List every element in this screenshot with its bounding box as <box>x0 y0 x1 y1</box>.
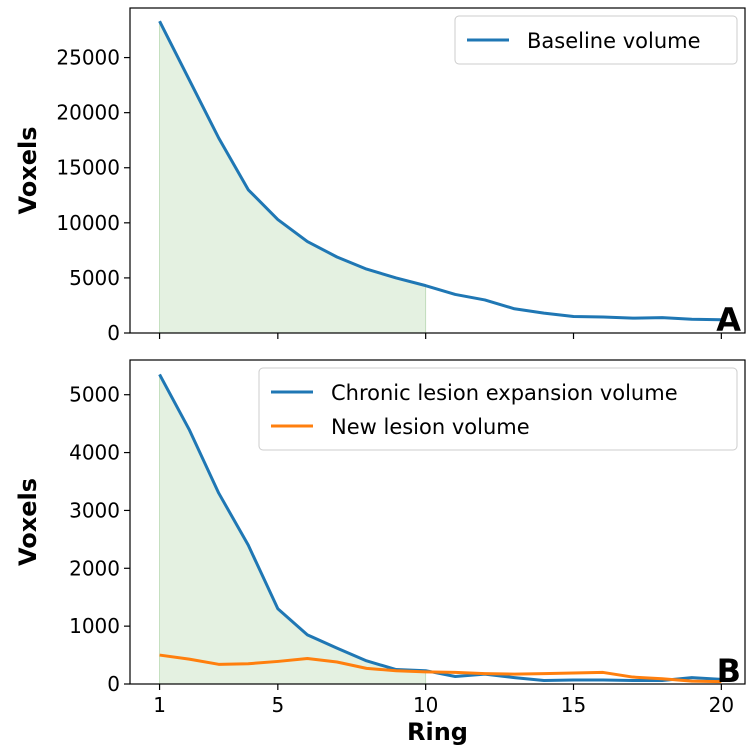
y-axis-label-b: Voxels <box>14 478 42 566</box>
x-tick-label-5: 5 <box>271 693 284 717</box>
y-tick-label-b-0: 0 <box>107 672 120 696</box>
panel-label-a: A <box>716 301 741 339</box>
y-axis-label-a: Voxels <box>14 126 42 214</box>
y-tick-label-a-10000: 10000 <box>56 211 120 235</box>
legend-b: Chronic lesion expansion volume New lesio… <box>258 367 738 451</box>
panel-a: 0 5000 10000 15000 20000 25000 Voxels Baselin… <box>14 7 746 345</box>
legend-label-chronic-lesion-expansion-volume: Chronic lesion expansion volume <box>331 381 678 405</box>
y-tick-label-b-2000: 2000 <box>69 556 120 580</box>
y-tick-label-b-3000: 3000 <box>69 498 120 522</box>
series-line-baseline-volume <box>158 20 722 322</box>
y-tick-label-b-4000: 4000 <box>69 441 120 465</box>
x-tick-label-1: 1 <box>153 693 166 717</box>
y-tick-label-a-25000: 25000 <box>56 46 120 70</box>
y-tick-label-a-0: 0 <box>107 321 120 345</box>
legend-label-new-lesion-volume: New lesion volume <box>331 415 530 439</box>
plot-frame-a <box>129 7 746 334</box>
x-axis-label: Ring <box>407 718 468 746</box>
legend-label-baseline-volume: Baseline volume <box>527 29 701 53</box>
plot-frame-b <box>129 359 746 685</box>
legend-box-a <box>454 15 738 65</box>
series-line-new-lesion-volume <box>159 653 722 684</box>
x-tick-label-10: 10 <box>413 693 438 717</box>
y-tick-label-a-5000: 5000 <box>69 266 120 290</box>
y-tick-label-a-15000: 15000 <box>56 156 120 180</box>
x-tick-label-15: 15 <box>561 693 586 717</box>
x-tick-label-20: 20 <box>709 693 734 717</box>
y-tick-label-b-1000: 1000 <box>69 614 120 638</box>
legend-box-b <box>258 367 738 451</box>
legend-a: Baseline volume <box>454 15 738 65</box>
shaded-region-a <box>159 21 427 334</box>
panel-label-b: B <box>717 652 741 690</box>
y-tick-label-b-5000: 5000 <box>69 383 120 407</box>
y-tick-label-a-20000: 20000 <box>56 101 120 125</box>
